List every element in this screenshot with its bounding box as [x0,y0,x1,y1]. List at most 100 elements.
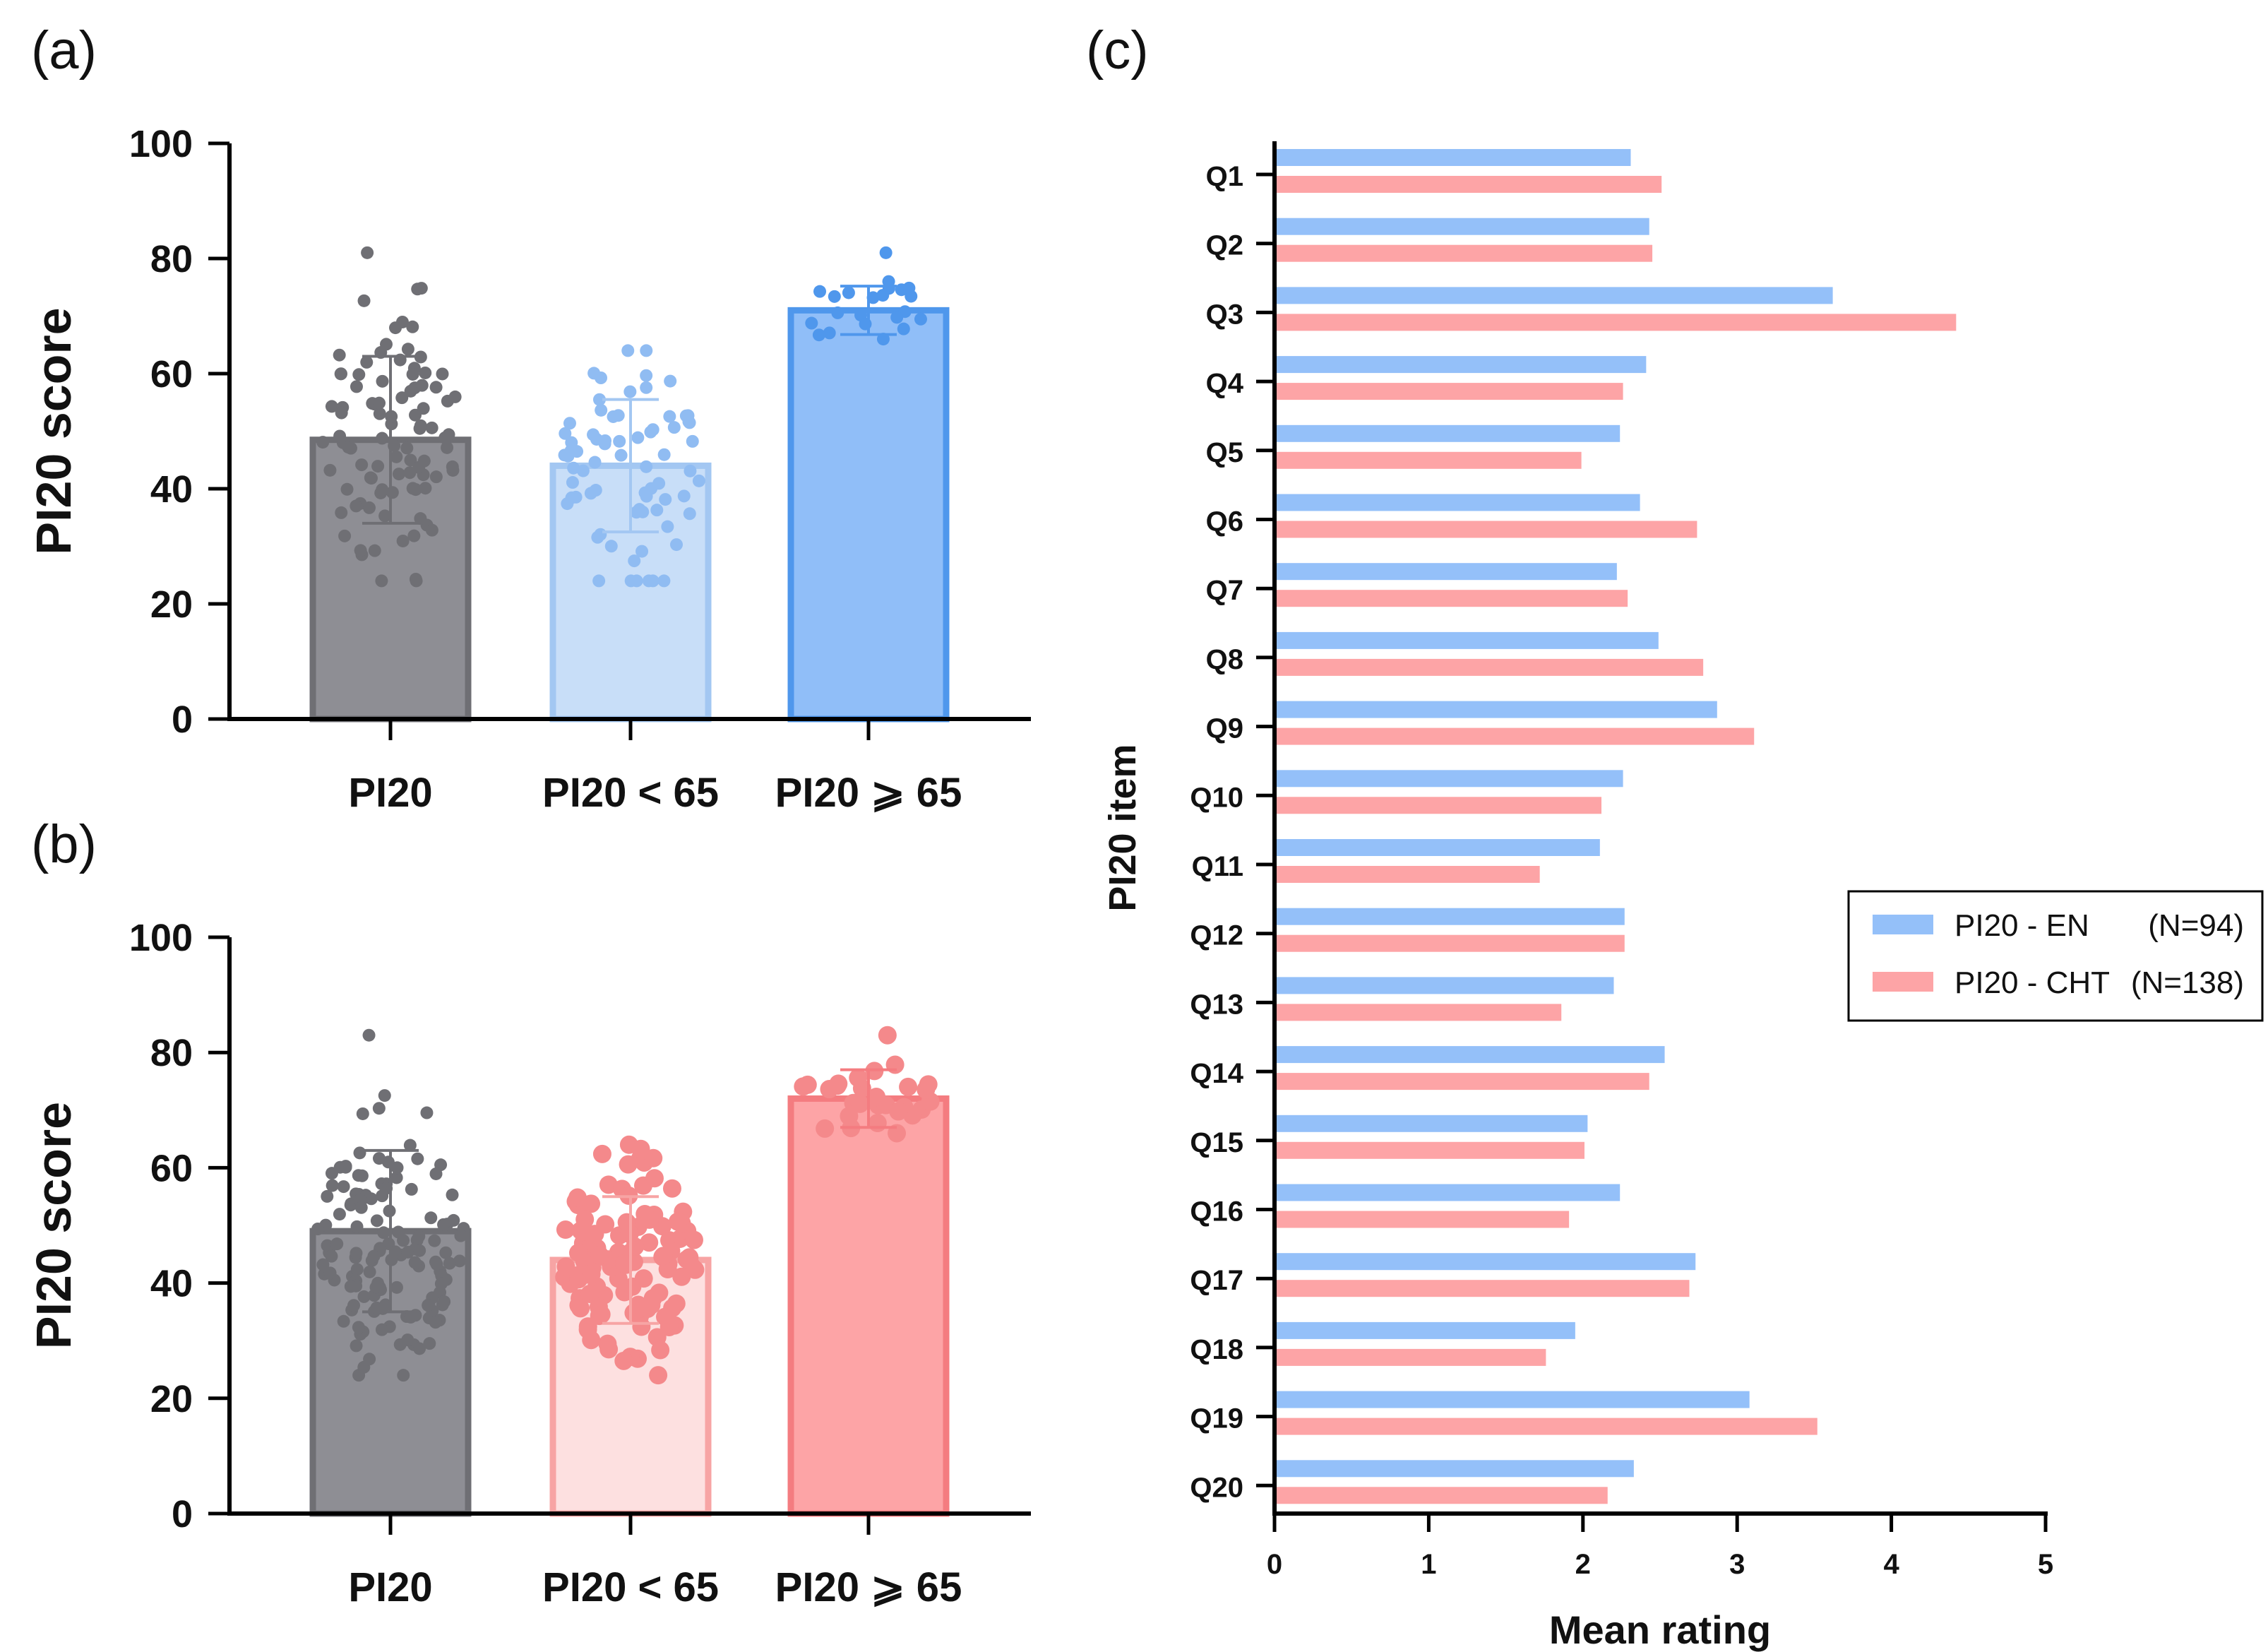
data-point [604,540,618,553]
data-point [876,289,890,302]
data-point [840,1107,859,1126]
data-point [897,322,910,335]
data-point [350,1220,364,1233]
bar-en-q5 [1275,424,1621,442]
data-point [363,1265,376,1278]
data-point [390,1171,403,1184]
dots-b-1 [311,1028,470,1382]
bar-chart-a: 0 20 40 60 80 100 PI20 PI20 < 65 PI20 ⩾ 65 PI20 s… [26,123,1031,816]
data-point [414,350,427,364]
data-point [640,489,653,503]
data-point [388,1245,402,1259]
data-point [333,429,347,443]
y-tick-label-q3: Q3 [1206,299,1243,330]
data-point [654,1247,673,1266]
y-tick-label-q15: Q15 [1190,1127,1243,1158]
bar-en-q2 [1275,218,1649,235]
data-point [425,523,438,537]
data-point [585,1225,604,1244]
bar-en-q4 [1275,356,1647,374]
data-point [392,1225,405,1239]
data-point [371,460,385,473]
data-point [592,574,606,588]
data-point [350,380,363,393]
data-point [850,1094,869,1113]
data-point [325,400,338,413]
y-tick-label-q11: Q11 [1192,851,1243,882]
y-axis-title-c: PI20 item [1102,744,1144,911]
data-point [321,1189,334,1203]
bar-en-q8 [1275,631,1659,649]
y-tick-label-q13: Q13 [1190,989,1243,1020]
data-point [571,1299,590,1318]
data-point [443,1256,456,1270]
data-point [396,534,410,547]
data-point [361,246,374,259]
data-point [632,1317,651,1336]
data-point [917,1080,936,1099]
data-point [628,1295,647,1314]
data-point [401,343,414,356]
data-point [684,1230,703,1249]
bar-chart-b: 0 20 40 60 80 100 PI20 PI20 < 65 PI20 ⩾ 65 PI20 s… [26,917,1031,1610]
data-point [584,487,597,500]
data-point [419,482,432,495]
bar-en-q10 [1275,770,1623,788]
dots-b-2 [555,1135,705,1385]
data-point [414,512,427,525]
y-axis-title-b: PI20 score [26,1102,81,1349]
data-point [630,574,643,588]
data-point [390,1280,403,1294]
data-point [890,311,904,324]
data-point [563,417,576,430]
bar-en-q12 [1275,908,1625,925]
data-point [453,1254,466,1268]
data-point [326,1179,339,1192]
y-tick-label-q20: Q20 [1190,1472,1243,1503]
data-point [367,1249,381,1263]
data-point [360,355,374,369]
y-tick-label-q8: Q8 [1206,644,1243,675]
data-point [567,461,580,475]
data-point [378,509,392,523]
dots-a-2 [558,344,705,588]
data-point [628,554,641,568]
data-point [559,427,572,440]
bar-en-q1 [1275,149,1631,166]
data-point [376,432,389,445]
data-point [823,326,836,340]
bar-en-q7 [1275,563,1617,581]
dots-a-1 [316,246,462,588]
bar-cht-q11 [1275,866,1540,883]
data-point [425,421,438,434]
y-tick-label-b-20: 20 [150,1378,193,1420]
bar-cht-q9 [1275,727,1755,745]
x-axis-title-c: Mean rating [1549,1608,1771,1652]
data-point [595,371,608,384]
data-point [404,1310,417,1324]
data-point [640,1233,659,1252]
data-point [406,320,419,333]
data-point [568,1243,587,1262]
data-point [356,1107,369,1120]
data-point [613,434,626,448]
data-point [414,419,427,432]
data-point [397,1369,410,1382]
data-point [623,385,637,398]
data-point [575,1210,595,1229]
data-point [369,1280,383,1294]
bar-cht-q4 [1275,383,1623,400]
y-tick-label-b-0: 0 [172,1493,193,1535]
x-tick-label-c-4: 4 [1883,1549,1899,1580]
data-point [651,1341,670,1360]
data-point [311,1223,325,1236]
data-point [353,1146,366,1160]
data-point [914,312,927,326]
data-point [446,1188,459,1201]
data-point [400,441,414,455]
data-point [406,367,419,381]
data-point [661,520,674,533]
y-tick-label-b-60: 60 [150,1147,193,1189]
data-point [333,348,346,362]
